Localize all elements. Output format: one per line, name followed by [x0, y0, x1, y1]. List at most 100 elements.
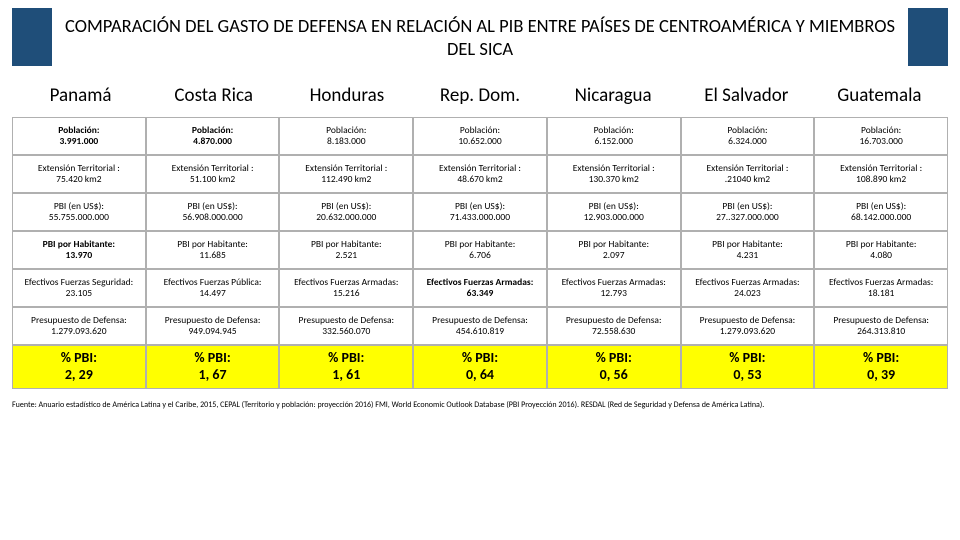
countries-header-row: Panamá Costa Rica Honduras Rep. Dom. Nic…	[12, 84, 948, 107]
cell-value: 332.560.070	[282, 326, 410, 337]
table-cell-pbi_pct: % PBI:0, 64	[413, 345, 547, 389]
table-cell-poblacion: Población:8.183.000	[279, 117, 413, 155]
cell-label: % PBI:	[416, 350, 544, 367]
cell-value: 949.094.945	[149, 326, 277, 337]
cell-value: 0, 53	[684, 367, 812, 384]
cell-value: 56.908.000.000	[149, 212, 277, 223]
cell-value: 12.793	[550, 288, 678, 299]
table-cell-pbi_pct: % PBI:2, 29	[12, 345, 146, 389]
country-header: Nicaragua	[547, 84, 680, 107]
table-cell-presupuesto: Presupuesto de Defensa:1.279.093.620	[681, 307, 815, 345]
cell-value: 11.685	[149, 250, 277, 261]
table-cell-efectivos: Efectivos Fuerzas Seguridad:23.105	[12, 269, 146, 307]
table-cell-poblacion: Población:4.870.000	[146, 117, 280, 155]
cell-value: 75.420 km2	[15, 174, 143, 185]
table-cell-poblacion: Población:10.652.000	[413, 117, 547, 155]
country-header: Costa Rica	[147, 84, 280, 107]
table-cell-poblacion: Población:16.703.000	[814, 117, 948, 155]
table-cell-extension: Extensión Territorial :108.890 km2	[814, 155, 948, 193]
table-cell-efectivos: Efectivos Fuerzas Armadas:18.181	[814, 269, 948, 307]
cell-value: 1, 67	[149, 367, 277, 384]
table-cell-presupuesto: Presupuesto de Defensa:332.560.070	[279, 307, 413, 345]
table-cell-pbi_hab: PBI por Habitante:4.080	[814, 231, 948, 269]
cell-value: 71.433.000.000	[416, 212, 544, 223]
cell-value: 6.706	[416, 250, 544, 261]
cell-value: 55.755.000.000	[15, 212, 143, 223]
table-cell-efectivos: Efectivos Fuerzas Armadas:63.349	[413, 269, 547, 307]
table-cell-extension: Extensión Territorial :112.490 km2	[279, 155, 413, 193]
cell-value: 13.970	[15, 250, 143, 261]
cell-label: % PBI:	[282, 350, 410, 367]
cell-value: 63.349	[416, 288, 544, 299]
cell-value: 2.521	[282, 250, 410, 261]
cell-value: 6.324.000	[684, 136, 812, 147]
country-header: Guatemala	[813, 84, 946, 107]
table-cell-pbi_hab: PBI por Habitante:13.970	[12, 231, 146, 269]
table-cell-pbi_pct: % PBI:0, 39	[814, 345, 948, 389]
table-cell-efectivos: Efectivos Fuerzas Armadas:12.793	[547, 269, 681, 307]
table-cell-extension: Extensión Territorial :.21040 km2	[681, 155, 815, 193]
cell-value: 51.100 km2	[149, 174, 277, 185]
cell-value: 1.279.093.620	[684, 326, 812, 337]
cell-label: % PBI:	[15, 350, 143, 367]
table-cell-efectivos: Efectivos Fuerzas Armadas:15.216	[279, 269, 413, 307]
table-cell-presupuesto: Presupuesto de Defensa:264.313.810	[814, 307, 948, 345]
cell-value: 1.279.093.620	[15, 326, 143, 337]
cell-value: 24.023	[684, 288, 812, 299]
table-cell-pbi_hab: PBI por Habitante:2.097	[547, 231, 681, 269]
table-cell-extension: Extensión Territorial :51.100 km2	[146, 155, 280, 193]
table-cell-pbi_total: PBI (en US$):55.755.000.000	[12, 193, 146, 231]
cell-value: 15.216	[282, 288, 410, 299]
table-cell-presupuesto: Presupuesto de Defensa:1.279.093.620	[12, 307, 146, 345]
cell-value: 48.670 km2	[416, 174, 544, 185]
cell-label: % PBI:	[550, 350, 678, 367]
cell-value: 1, 61	[282, 367, 410, 384]
cell-value: 27..327.000.000	[684, 212, 812, 223]
cell-label: % PBI:	[684, 350, 812, 367]
cell-value: 20.632.000.000	[282, 212, 410, 223]
comparison-table: Población:3.991.000Población:4.870.000Po…	[12, 117, 948, 389]
table-cell-poblacion: Población:3.991.000	[12, 117, 146, 155]
page-title: COMPARACIÓN DEL GASTO DE DEFENSA EN RELA…	[50, 8, 910, 66]
country-header: Rep. Dom.	[413, 84, 546, 107]
cell-value: 6.152.000	[550, 136, 678, 147]
table-cell-extension: Extensión Territorial :130.370 km2	[547, 155, 681, 193]
source-footnote: Fuente: Anuario estadístico de América L…	[12, 401, 948, 411]
cell-value: 454.610.819	[416, 326, 544, 337]
table-cell-pbi_pct: % PBI:0, 53	[681, 345, 815, 389]
cell-value: 0, 64	[416, 367, 544, 384]
cell-value: 72.558.630	[550, 326, 678, 337]
cell-value: 16.703.000	[817, 136, 945, 147]
cell-label: % PBI:	[149, 350, 277, 367]
table-cell-presupuesto: Presupuesto de Defensa:72.558.630	[547, 307, 681, 345]
cell-label: % PBI:	[817, 350, 945, 367]
cell-value: 10.652.000	[416, 136, 544, 147]
cell-value: 130.370 km2	[550, 174, 678, 185]
cell-value: 14.497	[149, 288, 277, 299]
cell-value: 68.142.000.000	[817, 212, 945, 223]
table-cell-poblacion: Población:6.152.000	[547, 117, 681, 155]
country-header: Panamá	[14, 84, 147, 107]
cell-value: 264.313.810	[817, 326, 945, 337]
table-cell-extension: Extensión Territorial :48.670 km2	[413, 155, 547, 193]
country-header: El Salvador	[680, 84, 813, 107]
table-cell-presupuesto: Presupuesto de Defensa:454.610.819	[413, 307, 547, 345]
table-cell-pbi_total: PBI (en US$):12.903.000.000	[547, 193, 681, 231]
table-cell-pbi_total: PBI (en US$):71.433.000.000	[413, 193, 547, 231]
table-cell-pbi_pct: % PBI:1, 67	[146, 345, 280, 389]
cell-value: 2.097	[550, 250, 678, 261]
cell-value: 18.181	[817, 288, 945, 299]
table-cell-pbi_total: PBI (en US$):56.908.000.000	[146, 193, 280, 231]
title-bar: COMPARACIÓN DEL GASTO DE DEFENSA EN RELA…	[12, 8, 948, 66]
table-cell-efectivos: Efectivos Fuerzas Pública:14.497	[146, 269, 280, 307]
table-cell-pbi_hab: PBI por Habitante:2.521	[279, 231, 413, 269]
country-header: Honduras	[280, 84, 413, 107]
table-cell-extension: Extensión Territorial :75.420 km2	[12, 155, 146, 193]
cell-value: 4.080	[817, 250, 945, 261]
cell-value: 12.903.000.000	[550, 212, 678, 223]
table-cell-poblacion: Población:6.324.000	[681, 117, 815, 155]
table-cell-pbi_hab: PBI por Habitante:6.706	[413, 231, 547, 269]
cell-value: 3.991.000	[15, 136, 143, 147]
cell-value: 4.870.000	[149, 136, 277, 147]
cell-value: 108.890 km2	[817, 174, 945, 185]
